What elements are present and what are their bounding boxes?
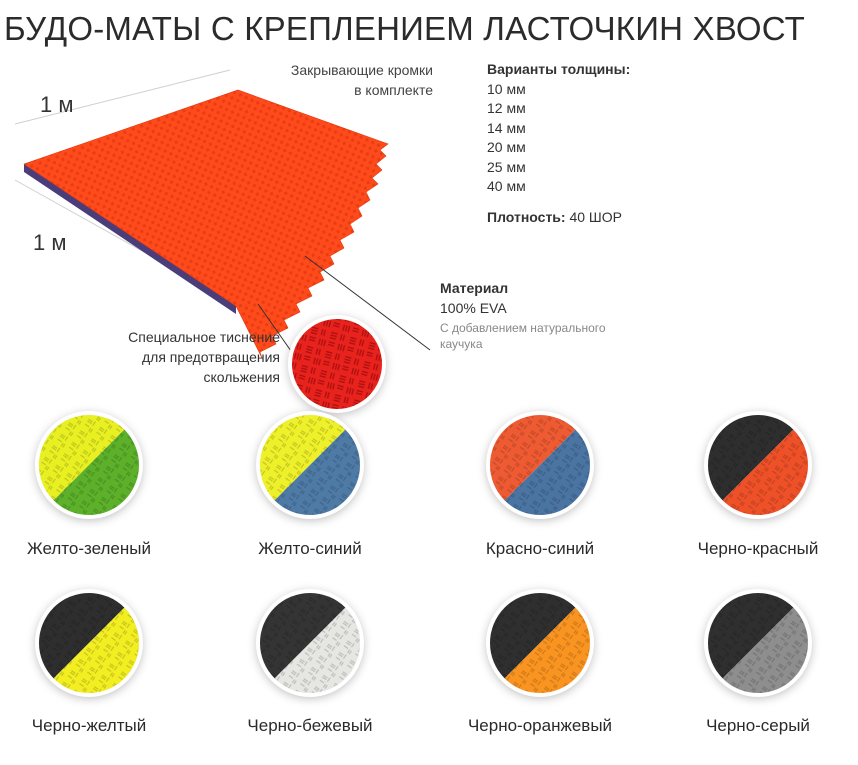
swatch-color-2 [490, 415, 590, 515]
dimension-label-top: 1 м [40, 92, 74, 117]
thickness-option: 12 мм [487, 100, 526, 116]
emboss-note-line: скольжения [203, 369, 280, 385]
color-label: Красно-синий [485, 539, 595, 558]
material-value: 100% EVA [440, 300, 507, 316]
swatch-color-2 [708, 593, 808, 693]
thickness-header: Варианты толщины: [487, 61, 631, 77]
leader-line-material [304, 255, 431, 351]
emboss-note: Специальное тиснение для предотвращения … [95, 327, 280, 387]
color-swatch [708, 593, 808, 693]
mat-top [23, 89, 389, 359]
swatch-color-2 [39, 593, 139, 693]
emboss-note-line: для предотвращения [141, 349, 280, 365]
density-value: 40 ШОР [565, 209, 622, 225]
swatch-color-2 [260, 593, 360, 693]
swatch-color-2 [708, 415, 808, 515]
color-label: Желто-синий [258, 539, 362, 558]
color-label: Черно-серый [706, 716, 810, 735]
edges-note-line: Закрывающие кромки [290, 62, 433, 78]
color-label: Черно-красный [697, 539, 819, 558]
color-swatch [490, 593, 590, 693]
swatch-color-2 [490, 593, 590, 693]
mat-illustration [14, 69, 431, 379]
swatch-color-2 [39, 415, 139, 515]
color-swatch [39, 415, 139, 515]
color-label: Черно-бежевый [247, 716, 373, 735]
thickness-option: 10 мм [487, 80, 526, 97]
mat-side [24, 164, 236, 314]
color-label: Черно-оранжевый [467, 716, 613, 735]
edges-note-line: в комплекте [354, 82, 433, 98]
density-info: Плотность: 40 ШОР [487, 209, 622, 225]
color-swatch [490, 415, 590, 515]
color-swatch [39, 593, 139, 693]
material-header: Материал [440, 280, 509, 296]
swatch-color-2 [260, 415, 360, 515]
color-label: Черно-желтый [31, 716, 147, 735]
material-note: С добавлением натурального каучука [440, 321, 606, 351]
dimension-label-left: 1 м [33, 230, 67, 255]
color-swatch [708, 415, 808, 515]
color-label: Желто-зеленый [27, 539, 151, 558]
material-info: Материал 100% EVA С добавлением натураль… [440, 278, 640, 352]
emboss-swatch-graphic [292, 319, 382, 409]
thickness-option: 40 мм [487, 178, 526, 194]
dimension-line-top [14, 69, 231, 125]
color-swatch [260, 593, 360, 693]
density-label: Плотность: [487, 209, 566, 225]
edges-note: Закрывающие кромки в комплекте [250, 60, 433, 100]
color-swatch [260, 415, 360, 515]
thickness-option: 25 мм [487, 158, 526, 175]
thickness-option: 14 мм [487, 119, 526, 136]
emboss-swatch [292, 319, 382, 409]
thickness-options: Варианты толщины: 10 мм 12 мм 14 мм 20 м… [487, 60, 630, 197]
emboss-note-line: Специальное тиснение [128, 329, 280, 345]
thickness-option: 20 мм [487, 139, 526, 155]
page-title: БУДО-МАТЫ С КРЕПЛЕНИЕМ ЛАСТОЧКИН ХВОСТ [4, 10, 806, 47]
